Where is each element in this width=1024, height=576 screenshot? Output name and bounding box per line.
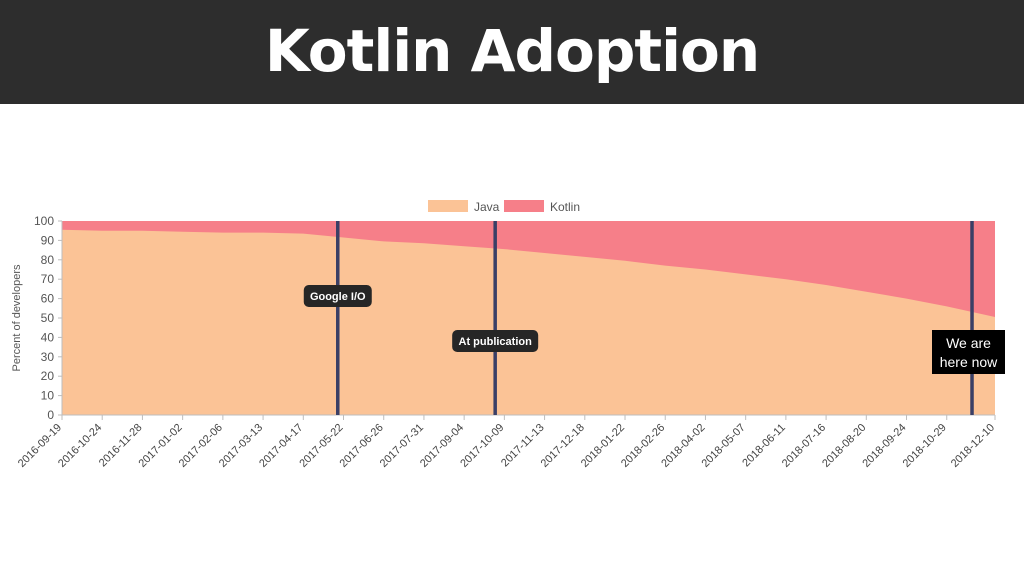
x-tick-label: 2017-10-09	[458, 422, 506, 470]
annotation-google-io: Google I/O	[310, 291, 366, 303]
y-tick-label: 40	[41, 330, 55, 344]
y-axis-title: Percent of developers	[11, 264, 23, 372]
y-tick-label: 90	[41, 233, 55, 247]
slide-title: Kotlin Adoption	[264, 17, 760, 85]
y-tick-label: 70	[41, 272, 55, 286]
title-bar	[0, 0, 1024, 104]
y-tick-label: 60	[41, 292, 55, 306]
java-area	[62, 229, 995, 415]
x-tick-label: 2018-05-07	[700, 422, 748, 470]
y-tick-label: 20	[41, 369, 55, 383]
y-tick-label: 80	[41, 253, 55, 267]
legend-swatch-java	[428, 200, 468, 212]
annotation-box-at-publication	[452, 330, 539, 352]
legend-label-kotlin: Kotlin	[550, 200, 580, 214]
y-tick-label: 100	[34, 214, 54, 228]
y-tick-label: 50	[41, 311, 55, 325]
x-tick-label: 2016-10-24	[56, 422, 104, 470]
y-tick-label: 0	[47, 408, 54, 422]
annotation-box-google-io	[303, 285, 372, 307]
x-tick-label: 2018-12-10	[949, 422, 997, 470]
legend-swatch-kotlin	[504, 200, 544, 212]
y-tick-label: 30	[41, 350, 55, 364]
annotation-at-publication: At publication	[459, 336, 533, 348]
y-tick-label: 10	[41, 389, 55, 403]
annotation-box-here-now	[932, 330, 1005, 374]
legend-label-java: Java	[474, 200, 500, 214]
annotation-here-now: We are here now	[940, 335, 998, 370]
x-tick-label: 2018-10-29	[901, 422, 949, 470]
